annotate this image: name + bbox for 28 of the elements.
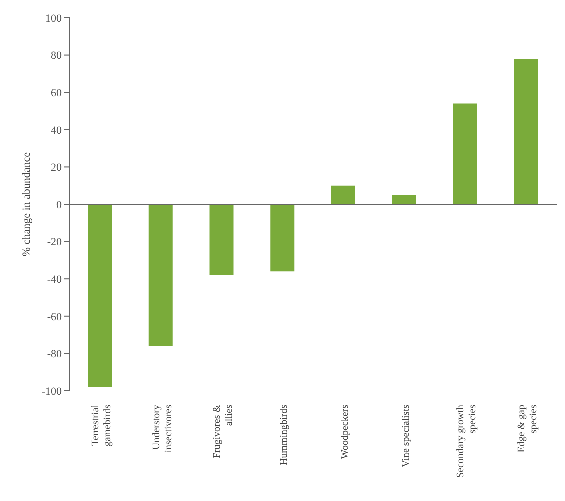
bar <box>332 186 356 204</box>
y-axis-title: % change in abundance <box>20 152 33 257</box>
x-tick-label: Understory insectivores <box>151 404 174 453</box>
bar <box>392 195 416 204</box>
x-tick-label: Secondary growth species <box>456 404 479 478</box>
x-tick-label: Terrestrial gamebirds <box>90 404 114 447</box>
bar <box>514 59 538 204</box>
x-tick-label: Vine specialists <box>400 404 412 468</box>
y-tick-label: 80 <box>51 50 62 62</box>
y-tick-label: 40 <box>51 124 62 137</box>
bar <box>210 204 234 276</box>
bar <box>88 204 112 388</box>
y-tick-label: -60 <box>47 311 62 324</box>
bar <box>148 204 173 346</box>
y-tick-label: 0 <box>56 199 62 212</box>
y-tick-label: 100 <box>46 12 62 25</box>
bar <box>453 104 478 204</box>
y-tick-label: -40 <box>47 274 62 286</box>
x-tick-label: Woodpeckers <box>340 404 351 460</box>
y-tick-label: -100 <box>42 386 62 398</box>
x-tick-label: Edge & gap species <box>516 404 540 453</box>
y-tick-label: 60 <box>51 88 62 100</box>
y-tick-label: -80 <box>47 348 62 361</box>
y-tick-label: 20 <box>51 162 62 174</box>
bar <box>270 204 295 272</box>
y-tick-label: -20 <box>47 236 62 249</box>
x-tick-label: Frugivores & allies <box>212 404 236 459</box>
x-tick-label: Hummingbirds <box>279 404 290 466</box>
